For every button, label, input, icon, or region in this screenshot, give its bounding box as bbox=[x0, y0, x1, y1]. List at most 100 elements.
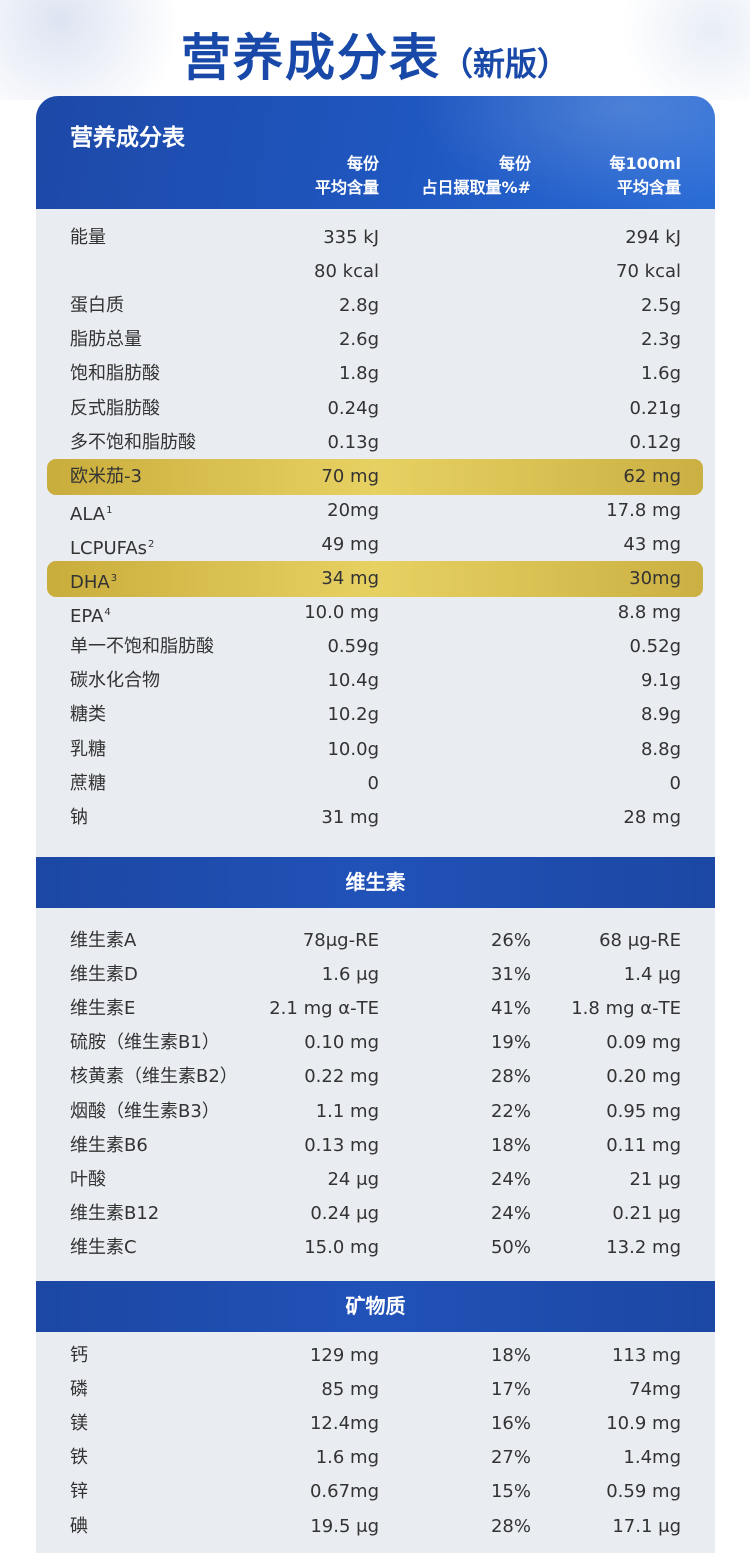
nutrient-name-text: 镁 bbox=[70, 1413, 88, 1434]
table-row: 反式脂肪酸 0.24g 0.21g bbox=[36, 392, 715, 426]
nutrient-name-text: EPA bbox=[70, 606, 104, 627]
per-100ml-value: 17.1 μg bbox=[612, 1516, 681, 1537]
table-header: 营养成分表 每份 平均含量 每份 占日摄取量%# 每100ml 平均含量 bbox=[36, 96, 715, 209]
nutrient-name: 锌 bbox=[70, 1481, 88, 1503]
column-header-per-100ml-line1: 每100ml bbox=[609, 154, 681, 173]
nutrient-name: LCPUFAs2 bbox=[70, 534, 154, 560]
section-band-2: 矿物质 bbox=[36, 1281, 715, 1332]
daily-percent-value: 26% bbox=[490, 930, 531, 951]
table-row: 维生素E 2.1 mg α-TE 41% 1.8 mg α-TE bbox=[36, 992, 715, 1026]
nutrient-name-text: 烟酸（维生素B3） bbox=[70, 1101, 220, 1122]
column-header-serving: 每份 平均含量 bbox=[315, 152, 379, 200]
nutrient-name-text: 碳水化合物 bbox=[70, 670, 160, 691]
nutrient-name-text: 维生素E bbox=[70, 998, 136, 1019]
nutrient-name-text: 脂肪总量 bbox=[70, 329, 142, 350]
nutrient-name: 维生素D bbox=[70, 964, 138, 986]
nutrient-name-text: 多不饱和脂肪酸 bbox=[70, 432, 196, 453]
serving-value: 78μg-RE bbox=[302, 930, 379, 951]
nutrient-name: 维生素C bbox=[70, 1237, 137, 1259]
serving-value: 80 kcal bbox=[314, 261, 379, 282]
daily-percent-value: 27% bbox=[490, 1447, 531, 1468]
per-100ml-value: 0.21g bbox=[629, 398, 681, 419]
nutrient-name-text: ALA bbox=[70, 504, 106, 525]
daily-percent-value: 31% bbox=[490, 964, 531, 985]
column-header-daily-percent: 每份 占日摄取量%# bbox=[422, 152, 531, 200]
nutrient-name: 饱和脂肪酸 bbox=[70, 363, 160, 385]
serving-value: 0.22 mg bbox=[304, 1066, 379, 1087]
nutrient-name: 维生素A bbox=[70, 930, 136, 952]
footnote-marker: 1 bbox=[106, 505, 113, 516]
nutrient-name-text: 蛋白质 bbox=[70, 295, 124, 316]
per-100ml-value: 1.4 μg bbox=[623, 964, 681, 985]
nutrient-name-text: 能量 bbox=[70, 227, 106, 248]
column-header-daily-percent-line1: 每份 bbox=[498, 154, 531, 173]
serving-value: 1.8g bbox=[338, 363, 379, 384]
serving-value: 70 mg bbox=[321, 466, 379, 487]
serving-value: 335 kJ bbox=[323, 227, 379, 248]
per-100ml-value: 21 μg bbox=[629, 1169, 681, 1190]
table-row: 叶酸 24 μg 24% 21 μg bbox=[36, 1163, 715, 1197]
per-100ml-value: 0.21 μg bbox=[612, 1203, 681, 1224]
nutrient-name: 碳水化合物 bbox=[70, 670, 160, 692]
table-row: 钙 129 mg 18% 113 mg bbox=[36, 1339, 715, 1373]
table-row: 锌 0.67mg 15% 0.59 mg bbox=[36, 1475, 715, 1509]
nutrient-name: 欧米茄-3 bbox=[70, 466, 142, 488]
nutrient-name: 乳糖 bbox=[70, 739, 106, 761]
column-header-per-100ml: 每100ml 平均含量 bbox=[609, 152, 681, 200]
serving-value: 31 mg bbox=[321, 807, 379, 828]
nutrient-name: 糖类 bbox=[70, 704, 106, 726]
per-100ml-value: 13.2 mg bbox=[606, 1237, 681, 1258]
nutrient-name-text: 维生素C bbox=[70, 1237, 137, 1258]
nutrient-name-text: 钙 bbox=[70, 1345, 88, 1366]
per-100ml-value: 0.11 mg bbox=[606, 1135, 681, 1156]
per-100ml-value: 0.59 mg bbox=[606, 1481, 681, 1502]
per-100ml-value: 0.09 mg bbox=[606, 1032, 681, 1053]
nutrient-name-text: 糖类 bbox=[70, 704, 106, 725]
per-100ml-value: 113 mg bbox=[611, 1345, 681, 1366]
nutrient-name: 单一不饱和脂肪酸 bbox=[70, 636, 214, 658]
table-row: 欧米茄-3 70 mg 62 mg bbox=[36, 460, 715, 494]
serving-value: 0.24 μg bbox=[310, 1203, 379, 1224]
per-100ml-value: 62 mg bbox=[623, 466, 681, 487]
nutrient-name-text: LCPUFAs bbox=[70, 538, 148, 559]
per-100ml-value: 28 mg bbox=[623, 807, 681, 828]
row-highlight bbox=[47, 459, 703, 495]
footnote-marker: 4 bbox=[104, 607, 111, 618]
table-row: 镁 12.4mg 16% 10.9 mg bbox=[36, 1407, 715, 1441]
nutrient-name-text: 饱和脂肪酸 bbox=[70, 363, 160, 384]
serving-value: 10.0 mg bbox=[304, 602, 379, 623]
nutrient-name: 钙 bbox=[70, 1345, 88, 1367]
nutrient-name: 烟酸（维生素B3） bbox=[70, 1101, 220, 1123]
per-100ml-value: 2.5g bbox=[640, 295, 681, 316]
serving-value: 1.1 mg bbox=[315, 1101, 379, 1122]
nutrient-name-text: 维生素B12 bbox=[70, 1203, 160, 1224]
nutrient-name-text: 核黄素（维生素B2） bbox=[70, 1066, 238, 1087]
nutrient-name: 能量 bbox=[70, 227, 106, 249]
serving-value: 85 mg bbox=[321, 1379, 379, 1400]
serving-value: 15.0 mg bbox=[304, 1237, 379, 1258]
serving-value: 24 μg bbox=[327, 1169, 379, 1190]
per-100ml-value: 0.12g bbox=[629, 432, 681, 453]
table-row: 维生素B6 0.13 mg 18% 0.11 mg bbox=[36, 1129, 715, 1163]
nutrient-name-text: 碘 bbox=[70, 1516, 88, 1537]
nutrient-name-text: 蔗糖 bbox=[70, 773, 106, 794]
serving-value: 10.0g bbox=[327, 739, 379, 760]
nutrient-name: 蛋白质 bbox=[70, 295, 124, 317]
per-100ml-value: 43 mg bbox=[623, 534, 681, 555]
per-100ml-value: 0.95 mg bbox=[606, 1101, 681, 1122]
per-100ml-value: 0 bbox=[669, 773, 681, 794]
serving-value: 49 mg bbox=[321, 534, 379, 555]
table-row: 蛋白质 2.8g 2.5g bbox=[36, 289, 715, 323]
per-100ml-value: 10.9 mg bbox=[606, 1413, 681, 1434]
table-row: 维生素A 78μg-RE 26% 68 μg-RE bbox=[36, 924, 715, 958]
serving-value: 34 mg bbox=[321, 568, 379, 589]
nutrient-name-text: 反式脂肪酸 bbox=[70, 398, 160, 419]
serving-value: 0.10 mg bbox=[304, 1032, 379, 1053]
per-100ml-value: 1.8 mg α-TE bbox=[571, 998, 681, 1019]
daily-percent-value: 28% bbox=[490, 1066, 531, 1087]
table-row: 糖类 10.2g 8.9g bbox=[36, 698, 715, 732]
serving-value: 0.13 mg bbox=[304, 1135, 379, 1156]
per-100ml-value: 70 kcal bbox=[616, 261, 681, 282]
nutrient-name: DHA3 bbox=[70, 568, 117, 594]
nutrient-name: 蔗糖 bbox=[70, 773, 106, 795]
